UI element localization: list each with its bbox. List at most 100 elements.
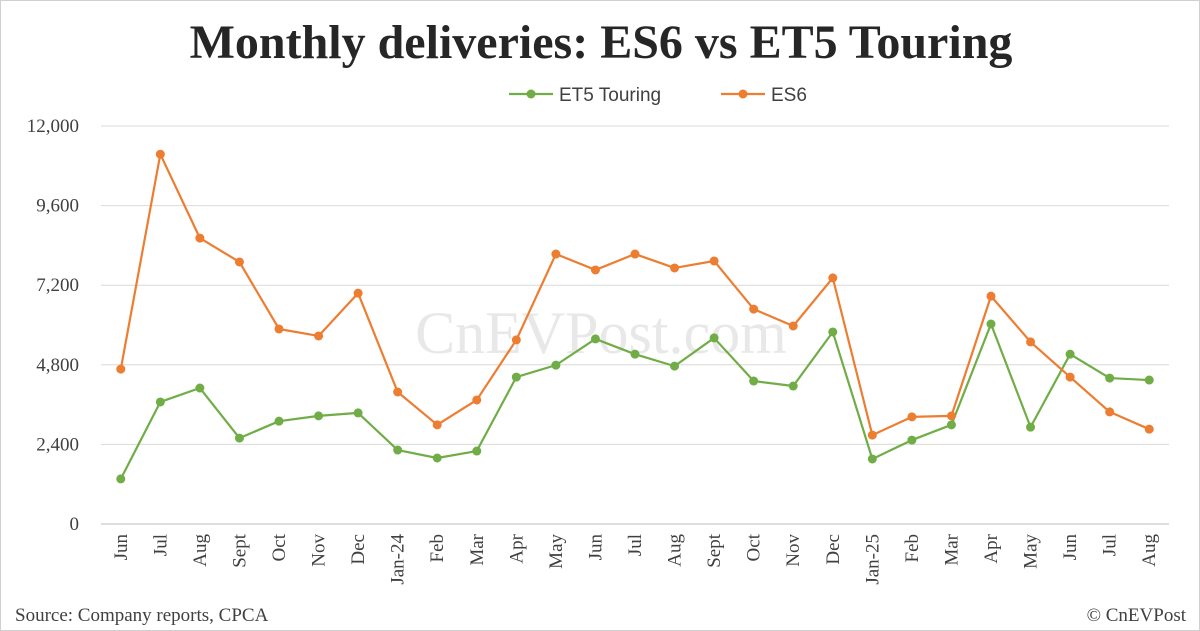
- x-tick-label: Jun: [111, 534, 132, 561]
- data-point: [314, 411, 324, 421]
- x-tick-label: May: [546, 534, 567, 569]
- x-tick-label: Sept: [704, 533, 725, 568]
- data-point: [116, 474, 126, 484]
- x-tick-label: Aug: [1139, 534, 1160, 567]
- series-group: [116, 149, 1154, 484]
- x-tick-label: Feb: [902, 534, 923, 563]
- y-tick-label: 4,800: [36, 355, 79, 376]
- data-point: [630, 349, 640, 359]
- x-tick-label: Oct: [744, 533, 765, 561]
- data-point: [1065, 372, 1075, 382]
- data-point: [867, 454, 877, 464]
- legend-label: ES6: [771, 85, 807, 106]
- x-tick-label: Jan-25: [862, 534, 883, 585]
- data-point: [155, 397, 165, 407]
- x-tick-label: May: [1021, 534, 1042, 569]
- data-point: [551, 360, 561, 370]
- data-point: [1105, 373, 1115, 383]
- legend: ET5 Touring ES6: [509, 85, 807, 106]
- data-point: [590, 334, 600, 344]
- series-es6: [116, 149, 1154, 440]
- source-note: Source: Company reports, CPCA: [15, 605, 269, 626]
- y-tick-label: 0: [70, 514, 80, 535]
- x-tick-label: Aug: [665, 534, 686, 567]
- data-point: [116, 364, 126, 374]
- data-point: [472, 446, 482, 456]
- data-point: [1026, 337, 1036, 347]
- data-point: [709, 256, 719, 266]
- data-point: [353, 408, 363, 418]
- x-tick-label: Apr: [506, 533, 527, 563]
- data-point: [234, 433, 244, 443]
- copyright: © CnEVPost: [1087, 605, 1187, 626]
- data-point: [432, 420, 442, 430]
- data-point: [907, 412, 917, 422]
- data-point: [788, 381, 798, 391]
- x-tick-label: Jan-24: [388, 534, 409, 585]
- data-point: [1144, 424, 1154, 434]
- legend-marker: [738, 89, 748, 99]
- data-point: [155, 149, 165, 159]
- data-point: [1026, 422, 1036, 432]
- legend-label: ET5 Touring: [559, 85, 661, 106]
- data-point: [511, 335, 521, 345]
- x-tick-label: Nov: [783, 534, 804, 567]
- data-point: [234, 257, 244, 267]
- data-point: [353, 288, 363, 298]
- y-tick-label: 2,400: [36, 434, 79, 455]
- x-tick-label: Jun: [585, 534, 606, 561]
- data-point: [590, 265, 600, 275]
- data-point: [1144, 375, 1154, 385]
- data-point: [749, 304, 759, 314]
- data-point: [630, 249, 640, 259]
- x-tick-label: Dec: [348, 534, 369, 565]
- x-axis: Jun Jul Aug Sept Oct Nov Dec Jan-24 Feb Mar Apr May…: [111, 533, 1160, 584]
- data-point: [314, 331, 324, 341]
- data-point: [195, 233, 205, 243]
- x-tick-label: Feb: [427, 534, 448, 563]
- data-point: [907, 435, 917, 445]
- x-tick-label: Mar: [941, 533, 962, 565]
- y-tick-label: 9,600: [36, 196, 79, 217]
- data-point: [274, 416, 284, 426]
- data-point: [1105, 407, 1115, 417]
- data-point: [946, 411, 956, 421]
- legend-item: ES6: [721, 85, 807, 106]
- data-point: [867, 430, 877, 440]
- data-point: [788, 321, 798, 331]
- y-tick-label: 12,000: [27, 116, 79, 137]
- data-point: [551, 249, 561, 259]
- data-point: [393, 445, 403, 455]
- data-point: [393, 387, 403, 397]
- data-point: [709, 333, 719, 343]
- legend-item: ET5 Touring: [509, 85, 661, 106]
- data-point: [986, 291, 996, 301]
- x-tick-label: Sept: [229, 533, 250, 568]
- x-tick-label: Dec: [823, 534, 844, 565]
- watermark: CnEVPost.com: [415, 300, 787, 366]
- x-tick-label: Jul: [150, 534, 171, 556]
- data-point: [670, 263, 680, 273]
- data-point: [432, 453, 442, 463]
- series-et5-touring: [116, 319, 1154, 484]
- gridlines: [101, 125, 1169, 525]
- x-tick-label: Nov: [309, 534, 330, 567]
- x-tick-label: Aug: [190, 534, 211, 567]
- chart-title: Monthly deliveries: ES6 vs ET5 Touring: [190, 16, 1013, 69]
- legend-marker: [526, 89, 536, 99]
- x-tick-label: Jun: [1060, 534, 1081, 561]
- data-point: [472, 395, 482, 405]
- x-tick-label: Oct: [269, 533, 290, 561]
- data-point: [511, 372, 521, 382]
- data-point: [195, 383, 205, 393]
- data-point: [986, 319, 996, 329]
- data-point: [749, 376, 759, 386]
- x-tick-label: Jul: [1100, 534, 1121, 556]
- data-point: [670, 361, 680, 371]
- y-axis: 0 2,400 4,800 7,200 9,600 12,000: [27, 116, 79, 535]
- x-tick-label: Jul: [625, 534, 646, 556]
- x-tick-label: Mar: [467, 533, 488, 565]
- x-tick-label: Apr: [981, 533, 1002, 563]
